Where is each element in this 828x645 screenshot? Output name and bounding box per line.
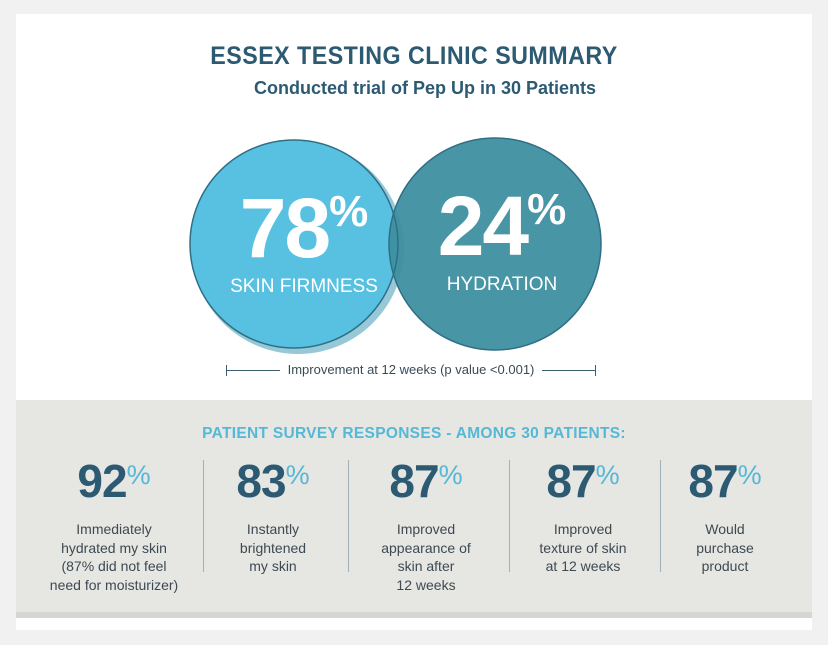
- survey-panel: [16, 400, 812, 612]
- survey-divider: [509, 460, 510, 572]
- improvement-note: Improvement at 12 weeks (p value <0.001): [226, 360, 596, 382]
- survey-item: 87% Improved texture of skin at 12 weeks: [516, 458, 650, 576]
- survey-title: PATIENT SURVEY RESPONSES - AMONG 30 PATI…: [202, 425, 626, 442]
- skin-firmness-label: SKIN FIRMNESS: [230, 276, 378, 297]
- survey-item-description: Improved appearance of skin after 12 wee…: [381, 521, 471, 593]
- survey-item: 92% Immediately hydrated my skin (87% di…: [34, 458, 194, 594]
- skin-firmness-outline: [189, 139, 399, 349]
- survey-divider: [348, 460, 349, 572]
- survey-item-value: 87%: [688, 455, 762, 507]
- survey-item-value: 87%: [389, 455, 463, 507]
- survey-item-description: Instantly brightened my skin: [239, 521, 307, 574]
- survey-item-description: Improved texture of skin at 12 weeks: [539, 521, 627, 574]
- venn-diagram: [189, 137, 602, 354]
- hydration-circle: [389, 138, 601, 350]
- skin-firmness-circle: [190, 140, 398, 348]
- survey-divider: [203, 460, 204, 572]
- survey-item: 83% Instantly brightened my skin: [212, 458, 334, 576]
- improvement-text: Improvement at 12 weeks (p value <0.001): [279, 362, 543, 377]
- survey-item: 87% Improved appearance of skin after 12…: [360, 458, 492, 594]
- skin-firmness-stat: 78% SKIN FIRMNESS: [204, 186, 404, 298]
- survey-item: 87% Would purchase product: [670, 458, 780, 576]
- survey-panel-edge: [16, 612, 812, 618]
- hydration-outline: [388, 137, 602, 351]
- hydration-stat: 24% HYDRATION: [402, 184, 602, 296]
- survey-item-value: 83%: [236, 455, 310, 507]
- hydration-value: 24%: [437, 179, 567, 273]
- survey-item-value: 87%: [546, 455, 620, 507]
- survey-item-description: Would purchase product: [696, 521, 754, 574]
- skin-firmness-value: 78%: [239, 181, 369, 275]
- improvement-right-tick: [595, 365, 596, 376]
- survey-divider: [660, 460, 661, 572]
- hydration-label: HYDRATION: [446, 274, 558, 295]
- survey-item-description: Immediately hydrated my skin (87% did no…: [49, 521, 179, 593]
- page-subtitle: Conducted trial of Pep Up in 30 Patients: [253, 78, 597, 98]
- page-title: ESSEX TESTING CLINIC SUMMARY: [210, 42, 618, 70]
- survey-item-value: 92%: [77, 455, 151, 507]
